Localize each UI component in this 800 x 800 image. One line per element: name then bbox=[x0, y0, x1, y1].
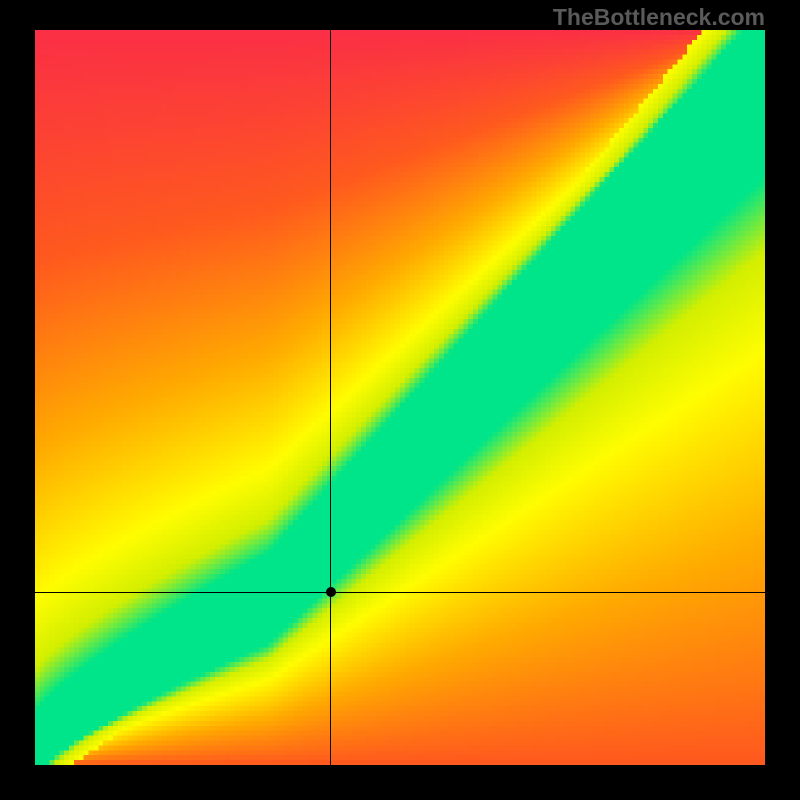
crosshair-vertical bbox=[330, 30, 331, 765]
heatmap-plot bbox=[35, 30, 765, 765]
crosshair-horizontal bbox=[35, 592, 765, 593]
watermark-text: TheBottleneck.com bbox=[553, 4, 765, 31]
crosshair-point bbox=[326, 587, 336, 597]
chart-container: TheBottleneck.com bbox=[0, 0, 800, 800]
